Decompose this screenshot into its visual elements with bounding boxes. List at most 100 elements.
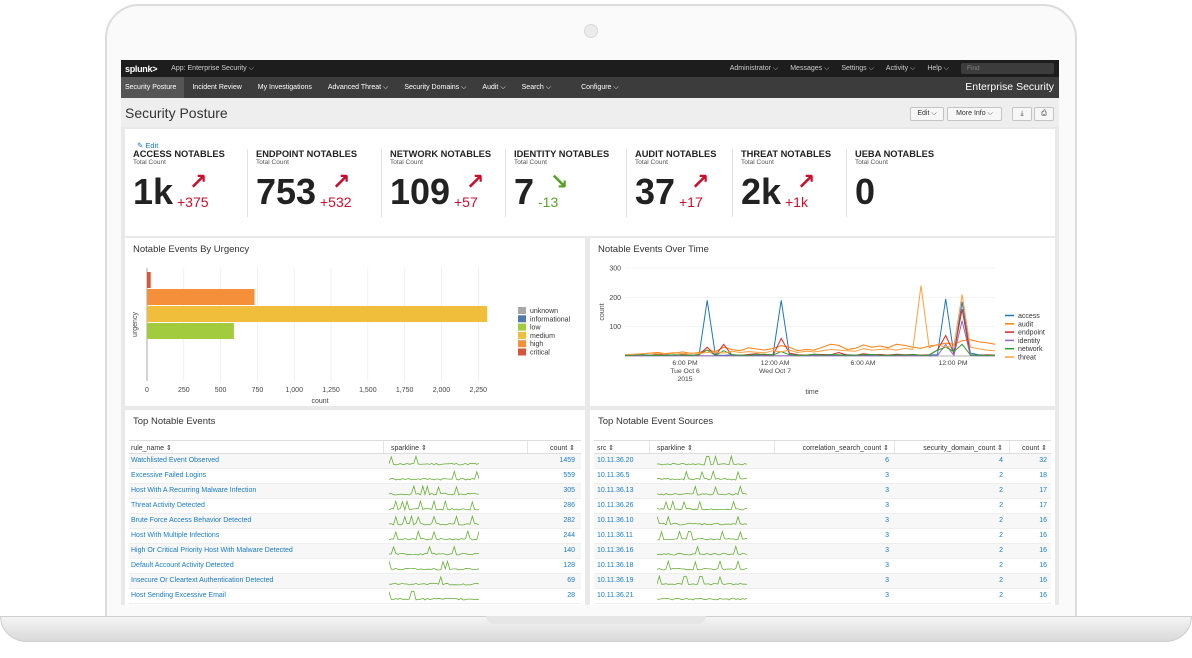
table-row[interactable]: 10.11.36.21 3 2 16	[594, 589, 1051, 604]
series-line-endpoint[interactable]	[624, 309, 996, 357]
series-line-network[interactable]	[624, 343, 996, 356]
table-row[interactable]: High Or Critical Priority Host With Malw…	[129, 544, 581, 559]
nav-search[interactable]: Search ⌵	[521, 84, 552, 91]
table-row[interactable]: 10.11.36.20 6 4 32	[594, 454, 1051, 469]
count-value[interactable]: 17	[1039, 487, 1047, 494]
count-value[interactable]: 3	[885, 472, 889, 479]
more-info-button[interactable]: More Info ⌵	[947, 107, 1002, 121]
table-row[interactable]: 10.11.36.13 3 2 17	[594, 484, 1051, 499]
count-value[interactable]: 32	[1039, 457, 1047, 464]
rule-name-link[interactable]: Host With Multiple Infections	[131, 532, 220, 539]
count-value[interactable]: 3	[885, 562, 889, 569]
count-value[interactable]: 2	[999, 502, 1003, 509]
count-value[interactable]: 16	[1039, 592, 1047, 599]
table-row[interactable]: 10.11.36.5 3 2 18	[594, 469, 1051, 484]
rule-name-link[interactable]: Excessive Failed Logins	[131, 472, 207, 479]
messages-menu[interactable]: Messages ⌵	[790, 64, 830, 72]
rule-name-link[interactable]: Host Sending Excessive Email	[131, 592, 226, 599]
bar-high[interactable]	[147, 289, 255, 305]
count-value[interactable]: 244	[563, 532, 575, 539]
src-link[interactable]: 10.11.36.21	[597, 592, 634, 599]
nav-my-investigations[interactable]: My Investigations	[257, 84, 312, 91]
rule-name-link[interactable]: Insecure Or Cleartext Authentication Det…	[131, 577, 274, 584]
kpi-audit[interactable]: AUDIT NOTABLES Total Count 37 ↗ +17	[626, 149, 738, 217]
edit-button[interactable]: Edit ⌵	[910, 107, 944, 121]
find-input[interactable]: Find	[961, 63, 1054, 74]
rule-name-link[interactable]: Threat Activity Detected	[131, 502, 205, 509]
print-icon[interactable]: ⎙	[1034, 107, 1054, 121]
count-value[interactable]: 4	[999, 457, 1003, 464]
count-value[interactable]: 16	[1039, 547, 1047, 554]
count-value[interactable]: 16	[1039, 532, 1047, 539]
count-value[interactable]: 3	[885, 532, 889, 539]
table-row[interactable]: Watchlisted Event Observed 1459	[129, 454, 581, 469]
table-row[interactable]: Host Sending Excessive Email 28	[129, 589, 581, 604]
table-row[interactable]: Threat Activity Detected 286	[129, 499, 581, 514]
download-icon[interactable]: ⤓	[1012, 107, 1032, 121]
administrator-menu[interactable]: Administrator ⌵	[729, 64, 779, 72]
src-link[interactable]: 10.11.36.10	[597, 517, 634, 524]
bar-critical[interactable]	[147, 272, 151, 288]
table-row[interactable]: Insecure Or Cleartext Authentication Det…	[129, 574, 581, 589]
table-row[interactable]: 10.11.36.11 3 2 16	[594, 529, 1051, 544]
count-value[interactable]: 18	[1039, 472, 1047, 479]
kpi-ueba[interactable]: UEBA NOTABLES Total Count 0	[846, 149, 958, 217]
count-value[interactable]: 2	[999, 577, 1003, 584]
count-value[interactable]: 140	[563, 547, 575, 554]
src-link[interactable]: 10.11.36.5	[597, 472, 630, 479]
splunk-logo[interactable]: splunk>	[125, 63, 158, 74]
count-value[interactable]: 2	[999, 592, 1003, 599]
src-link[interactable]: 10.11.36.20	[597, 457, 634, 464]
table-row[interactable]: 10.11.36.26 3 2 17	[594, 499, 1051, 514]
rule-name-link[interactable]: Default Account Activity Detected	[131, 562, 234, 569]
count-value[interactable]: 282	[563, 517, 575, 524]
count-value[interactable]: 2	[999, 547, 1003, 554]
count-value[interactable]: 6	[885, 457, 889, 464]
count-value[interactable]: 69	[567, 577, 575, 584]
count-value[interactable]: 3	[885, 517, 889, 524]
nav-configure[interactable]: Configure ⌵	[581, 84, 619, 91]
src-link[interactable]: 10.11.36.19	[597, 577, 634, 584]
table-row[interactable]: 10.11.36.10 3 2 16	[594, 514, 1051, 529]
column-header[interactable]: rule_name ⇕	[131, 445, 172, 452]
nav-advanced-threat[interactable]: Advanced Threat ⌵	[327, 84, 389, 91]
bar-low[interactable]	[147, 323, 234, 339]
count-value[interactable]: 16	[1039, 517, 1047, 524]
table-row[interactable]: 10.11.36.18 3 2 16	[594, 559, 1051, 574]
rule-name-link[interactable]: Brute Force Access Behavior Detected	[131, 517, 252, 524]
rule-name-link[interactable]: Host With A Recurring Malware Infection	[131, 487, 257, 494]
column-header[interactable]: count ⇕	[1022, 445, 1047, 452]
count-value[interactable]: 2	[999, 532, 1003, 539]
src-link[interactable]: 10.11.36.11	[597, 532, 633, 539]
count-value[interactable]: 3	[885, 592, 889, 599]
table-row[interactable]: Brute Force Access Behavior Detected 282	[129, 514, 581, 529]
src-link[interactable]: 10.11.36.26	[597, 502, 634, 509]
table-row[interactable]: Default Account Activity Detected 128	[129, 559, 581, 574]
column-header[interactable]: sparkline ⇕	[391, 445, 427, 452]
kpi-access[interactable]: ACCESS NOTABLES Total Count 1k ↗ +375	[133, 149, 245, 217]
nav-security-posture[interactable]: Security Posture	[121, 77, 185, 98]
table-row[interactable]: Excessive Failed Logins 559	[129, 469, 581, 484]
nav-audit[interactable]: Audit ⌵	[482, 84, 506, 91]
table-row[interactable]: Host With A Recurring Malware Infection 3…	[129, 484, 581, 499]
bar-medium[interactable]	[147, 306, 488, 322]
count-value[interactable]: 2	[999, 562, 1003, 569]
table-row[interactable]: 10.11.36.19 3 2 16	[594, 574, 1051, 589]
settings-menu[interactable]: Settings ⌵	[841, 64, 874, 72]
column-header[interactable]: correlation_search_count ⇕	[802, 445, 889, 452]
count-value[interactable]: 2	[999, 517, 1003, 524]
table-row[interactable]: Host With Multiple Infections 244	[129, 529, 581, 544]
count-value[interactable]: 2	[999, 472, 1003, 479]
src-link[interactable]: 10.11.36.16	[597, 547, 634, 554]
kpi-endpoint[interactable]: ENDPOINT NOTABLES Total Count 753 ↗ +532	[247, 149, 359, 217]
count-value[interactable]: 1459	[559, 457, 575, 464]
count-value[interactable]: 3	[885, 577, 889, 584]
src-link[interactable]: 10.11.36.18	[597, 562, 634, 569]
count-value[interactable]: 16	[1039, 577, 1047, 584]
nav-incident-review[interactable]: Incident Review	[192, 84, 242, 91]
kpi-edit-link[interactable]: ✎ Edit	[137, 141, 159, 150]
column-header[interactable]: src ⇕	[597, 445, 615, 452]
kpi-identity[interactable]: IDENTITY NOTABLES Total Count 7 ↘ -13	[505, 149, 617, 217]
activity-menu[interactable]: Activity ⌵	[885, 64, 916, 72]
column-header[interactable]: sparkline ⇕	[657, 445, 693, 452]
